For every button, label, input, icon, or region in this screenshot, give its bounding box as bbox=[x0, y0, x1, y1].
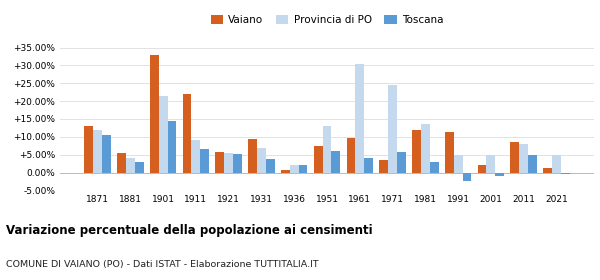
Bar bbox=[421, 124, 430, 172]
Bar bbox=[182, 94, 191, 172]
Bar bbox=[511, 142, 519, 172]
Bar bbox=[463, 172, 472, 181]
Text: Variazione percentuale della popolazione ai censimenti: Variazione percentuale della popolazione… bbox=[6, 224, 373, 237]
Bar bbox=[93, 130, 102, 172]
Bar bbox=[379, 160, 388, 172]
Bar bbox=[543, 168, 552, 172]
Bar bbox=[496, 172, 504, 176]
Bar bbox=[487, 155, 496, 172]
Bar bbox=[528, 155, 537, 172]
Bar bbox=[314, 146, 323, 172]
Bar bbox=[445, 132, 454, 172]
Bar bbox=[266, 159, 275, 172]
Bar bbox=[191, 141, 200, 172]
Bar bbox=[281, 170, 290, 172]
Text: COMUNE DI VAIANO (PO) - Dati ISTAT - Elaborazione TUTTITALIA.IT: COMUNE DI VAIANO (PO) - Dati ISTAT - Ela… bbox=[6, 260, 319, 269]
Bar bbox=[248, 139, 257, 172]
Bar bbox=[290, 165, 299, 172]
Bar bbox=[323, 126, 331, 172]
Bar bbox=[388, 85, 397, 172]
Bar bbox=[117, 153, 126, 172]
Bar bbox=[233, 154, 242, 172]
Bar bbox=[167, 121, 176, 172]
Bar bbox=[215, 152, 224, 172]
Bar bbox=[561, 172, 570, 174]
Bar bbox=[430, 162, 439, 172]
Bar bbox=[126, 158, 135, 172]
Bar bbox=[200, 149, 209, 172]
Legend: Vaiano, Provincia di PO, Toscana: Vaiano, Provincia di PO, Toscana bbox=[208, 13, 446, 27]
Bar bbox=[299, 165, 307, 172]
Bar bbox=[397, 152, 406, 172]
Bar bbox=[412, 130, 421, 172]
Bar bbox=[135, 162, 143, 172]
Bar bbox=[347, 137, 355, 172]
Bar bbox=[355, 64, 364, 172]
Bar bbox=[519, 144, 528, 172]
Bar bbox=[331, 151, 340, 172]
Bar bbox=[257, 148, 266, 172]
Bar bbox=[552, 155, 561, 172]
Bar bbox=[454, 155, 463, 172]
Bar bbox=[150, 55, 158, 172]
Bar bbox=[102, 135, 111, 172]
Bar bbox=[84, 126, 93, 172]
Bar bbox=[364, 158, 373, 172]
Bar bbox=[478, 165, 487, 172]
Bar bbox=[224, 153, 233, 172]
Bar bbox=[158, 96, 167, 172]
